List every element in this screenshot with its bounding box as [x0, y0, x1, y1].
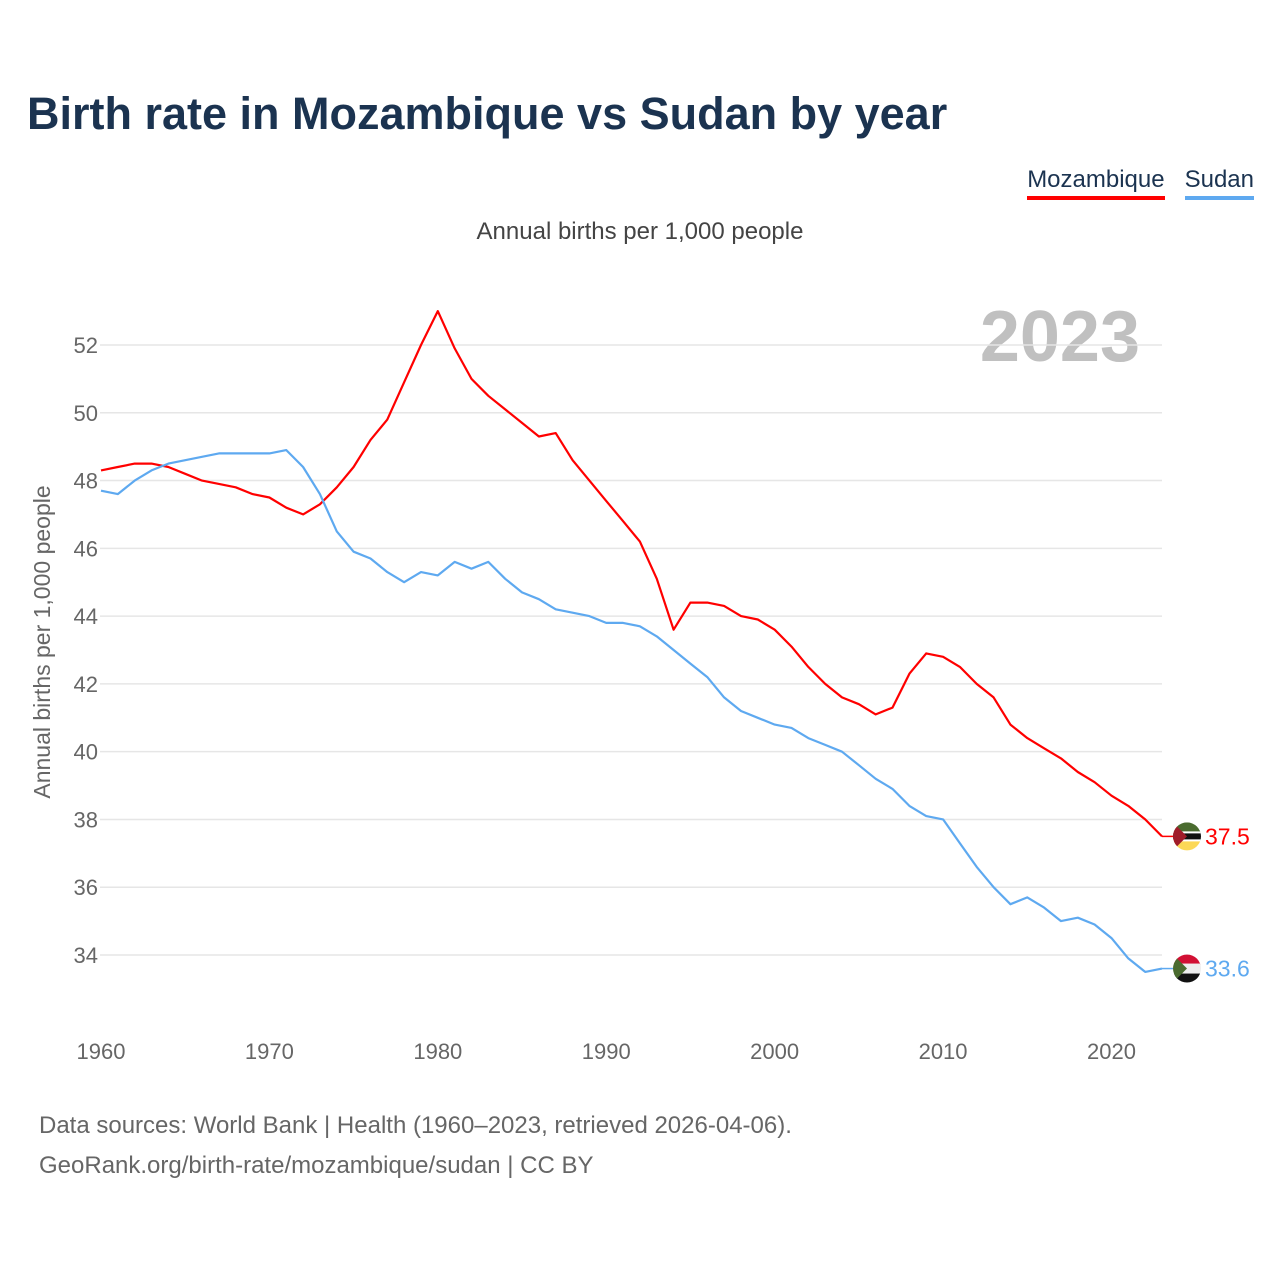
- footer: Data sources: World Bank | Health (1960–…: [39, 1106, 792, 1186]
- y-tick-label: 48: [74, 469, 98, 494]
- y-tick-label: 38: [74, 807, 98, 832]
- y-tick-label: 44: [74, 604, 98, 629]
- legend-sudan[interactable]: Sudan: [1184, 166, 1254, 200]
- chart-title: Birth rate in Mozambique vs Sudan by yea…: [27, 88, 948, 139]
- y-tick-label: 42: [74, 672, 98, 697]
- x-tick-label: 1980: [413, 1039, 462, 1064]
- x-tick-label: 2010: [919, 1039, 968, 1064]
- legend: Mozambique Sudan: [1027, 166, 1254, 200]
- series-line-sudan: [100, 449, 1163, 974]
- source-link[interactable]: GeoRank.org/birth-rate/mozambique/sudan …: [39, 1152, 594, 1179]
- x-tick-label: 2020: [1087, 1039, 1136, 1064]
- x-tick-label: 1960: [77, 1039, 126, 1064]
- end-value-label: 33.6: [1205, 956, 1250, 982]
- y-axis-label: Annual births per 1,000 people: [29, 485, 55, 798]
- data-source: Data sources: World Bank | Health (1960–…: [39, 1112, 792, 1139]
- y-tick-label: 52: [74, 333, 98, 358]
- y-tick-label: 40: [74, 740, 98, 765]
- y-tick-label: 36: [74, 875, 98, 900]
- mozambique-flag-icon: [1173, 822, 1201, 851]
- chart-subtitle: Annual births per 1,000 people: [476, 218, 804, 245]
- y-tick-label: 46: [74, 536, 98, 561]
- y-tick-label: 50: [74, 401, 98, 426]
- x-tick-label: 1990: [582, 1039, 631, 1064]
- y-tick-label: 34: [74, 943, 98, 968]
- x-tick-label: 1970: [245, 1039, 294, 1064]
- end-value-label: 37.5: [1205, 823, 1250, 849]
- legend-mozambique[interactable]: Mozambique: [1027, 166, 1165, 200]
- x-tick-label: 2000: [750, 1039, 799, 1064]
- series-line-mozambique: [100, 310, 1163, 838]
- year-watermark: 2023: [980, 297, 1140, 377]
- sudan-flag-icon: [1173, 954, 1201, 983]
